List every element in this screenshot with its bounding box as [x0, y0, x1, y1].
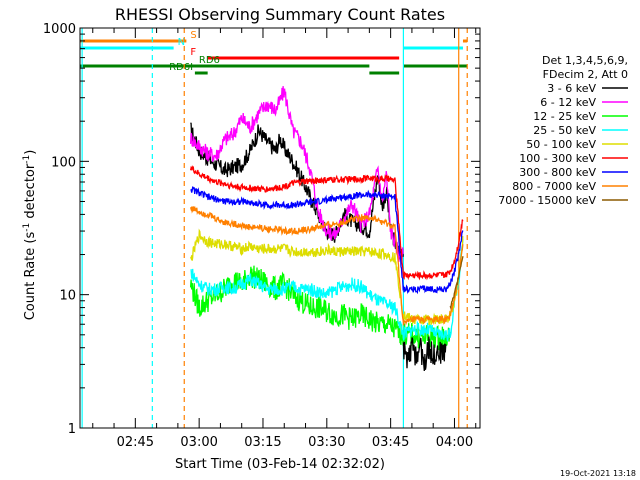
- flag-label-rd6i: RD6I: [169, 62, 193, 73]
- ylabel-sup-1: -1: [22, 223, 32, 232]
- flag-label-s: S: [190, 30, 196, 41]
- legend-label-2: 12 - 25 keV: [533, 110, 596, 123]
- chart-title: RHESSI Observing Summary Count Rates: [115, 5, 445, 24]
- series-7000-15000-kev: [449, 256, 464, 310]
- legend-label-5: 100 - 300 keV: [519, 152, 596, 165]
- y-axis-label: Count Rate (s-1 detector-1): [22, 150, 38, 321]
- legend-label-6: 300 - 800 keV: [519, 166, 596, 179]
- legend-label-3: 25 - 50 keV: [533, 124, 596, 137]
- x-tick-label-3: 03:30: [308, 435, 345, 450]
- legend-header-1: Det 1,3,4,5,6,9,: [542, 54, 628, 67]
- ylabel-part-3: ): [23, 150, 38, 155]
- x-tick-label-2: 03:15: [244, 435, 281, 450]
- x-tick-label-0: 02:45: [117, 435, 154, 450]
- series-3-6-kev: [190, 122, 404, 260]
- flag-label-f: F: [190, 47, 196, 58]
- y-tick-label-1: 10: [59, 289, 76, 304]
- count-rate-series: [189, 86, 464, 372]
- y-tick-label-2: 100: [51, 155, 76, 170]
- legend-label-8: 7000 - 15000 keV: [498, 194, 596, 207]
- flag-label-rd6: RD6: [199, 55, 220, 66]
- legend-header-2: FDecim 2, Att 0: [543, 68, 628, 81]
- ylabel-part-1: Count Rate (s: [23, 232, 38, 321]
- y-tick-label-3: 1000: [43, 22, 76, 37]
- legend-label-4: 50 - 100 keV: [526, 138, 596, 151]
- plot-frame: [79, 27, 481, 429]
- x-tick-label-1: 03:00: [180, 435, 217, 450]
- x-tick-label-4: 03:45: [372, 435, 409, 450]
- series-300-800-kev: [190, 186, 464, 295]
- ylabel-sup-2: -1: [22, 155, 32, 164]
- timestamp: 19-Oct-2021 13:18: [560, 469, 636, 478]
- series-100-300-kev: [189, 165, 464, 281]
- x-axis-label: Start Time (03-Feb-14 02:32:02): [175, 457, 385, 472]
- x-tick-label-5: 04:00: [436, 435, 473, 450]
- series-800-7000-kev: [189, 206, 464, 326]
- series-6-12-kev: [189, 86, 404, 262]
- axes: 1 10 100 1000 02:45 03:00 03:15 03:30 03:45 04:00: [43, 22, 481, 450]
- y-tick-label-0: 1: [68, 422, 76, 437]
- series-3-6-kev-tail: [402, 336, 447, 372]
- flag-label-n: N: [178, 37, 185, 48]
- legend: Det 1,3,4,5,6,9, FDecim 2, Att 0 3 - 6 k…: [498, 54, 628, 207]
- series-25-50-kev: [190, 238, 464, 342]
- ylabel-part-2: detector: [23, 163, 38, 223]
- legend-label-7: 800 - 7000 keV: [512, 180, 596, 193]
- legend-label-1: 6 - 12 keV: [540, 96, 596, 109]
- attenuator-markers: [81, 28, 468, 428]
- legend-label-0: 3 - 6 keV: [547, 82, 596, 95]
